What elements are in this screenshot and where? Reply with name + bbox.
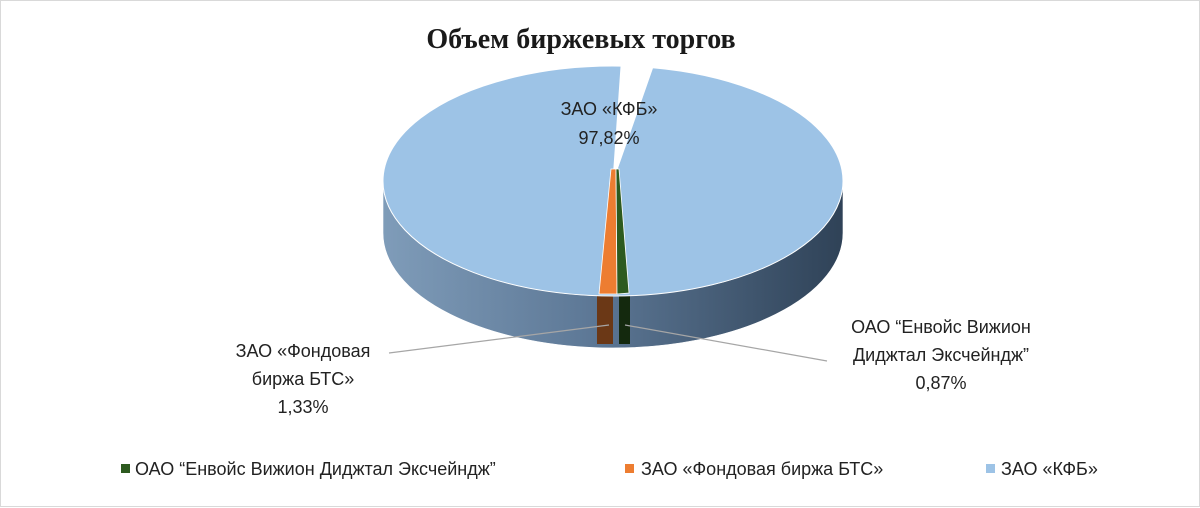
legend: ОАО “Енвойс Вижион Диджтал Эксчейндж” ЗА… bbox=[121, 459, 1098, 479]
data-label-kfb-value: 97,82% bbox=[578, 128, 639, 148]
legend-item-kfb: ЗАО «КФБ» bbox=[986, 459, 1098, 479]
chart-title: Объем биржевых торгов bbox=[426, 24, 735, 55]
legend-item-envoys: ОАО “Енвойс Вижион Диджтал Эксчейндж” bbox=[121, 459, 496, 479]
legend-label-bts: ЗАО «Фондовая биржа БТС» bbox=[641, 459, 883, 479]
data-label-bts: ЗАО «Фондовая биржа БТС» 1,33% bbox=[236, 341, 371, 417]
data-label-envoys: ОАО “Енвойс Вижион Диджтал Эксчейндж” 0,… bbox=[851, 317, 1031, 393]
legend-item-bts: ЗАО «Фондовая биржа БТС» bbox=[625, 459, 883, 479]
data-label-bts-value: 1,33% bbox=[277, 397, 328, 417]
leader-line-envoys bbox=[624, 324, 828, 362]
data-label-kfb: ЗАО «КФБ» 97,82% bbox=[561, 99, 658, 148]
legend-swatch-envoys bbox=[121, 464, 130, 473]
pie-front-wall-envoys bbox=[619, 292, 630, 344]
pie-top-face bbox=[382, 65, 844, 297]
data-label-envoys-value: 0,87% bbox=[915, 373, 966, 393]
pie-slice-envoys bbox=[615, 168, 630, 295]
data-label-envoys-name-line2: Диджтал Эксчейндж” bbox=[853, 345, 1029, 365]
data-label-bts-name-line1: ЗАО «Фондовая bbox=[236, 341, 371, 361]
leader-lines bbox=[388, 324, 828, 362]
pie-front-wall-bts bbox=[597, 292, 613, 344]
legend-label-kfb: ЗАО «КФБ» bbox=[1001, 459, 1098, 479]
data-label-kfb-name: ЗАО «КФБ» bbox=[561, 99, 658, 119]
legend-label-envoys: ОАО “Енвойс Вижион Диджтал Эксчейндж” bbox=[135, 459, 496, 479]
legend-swatch-kfb bbox=[986, 464, 995, 473]
data-label-bts-name-line2: биржа БТС» bbox=[252, 369, 354, 389]
legend-swatch-bts bbox=[625, 464, 634, 473]
data-label-envoys-name-line1: ОАО “Енвойс Вижион bbox=[851, 317, 1031, 337]
leader-line-bts bbox=[388, 324, 610, 354]
